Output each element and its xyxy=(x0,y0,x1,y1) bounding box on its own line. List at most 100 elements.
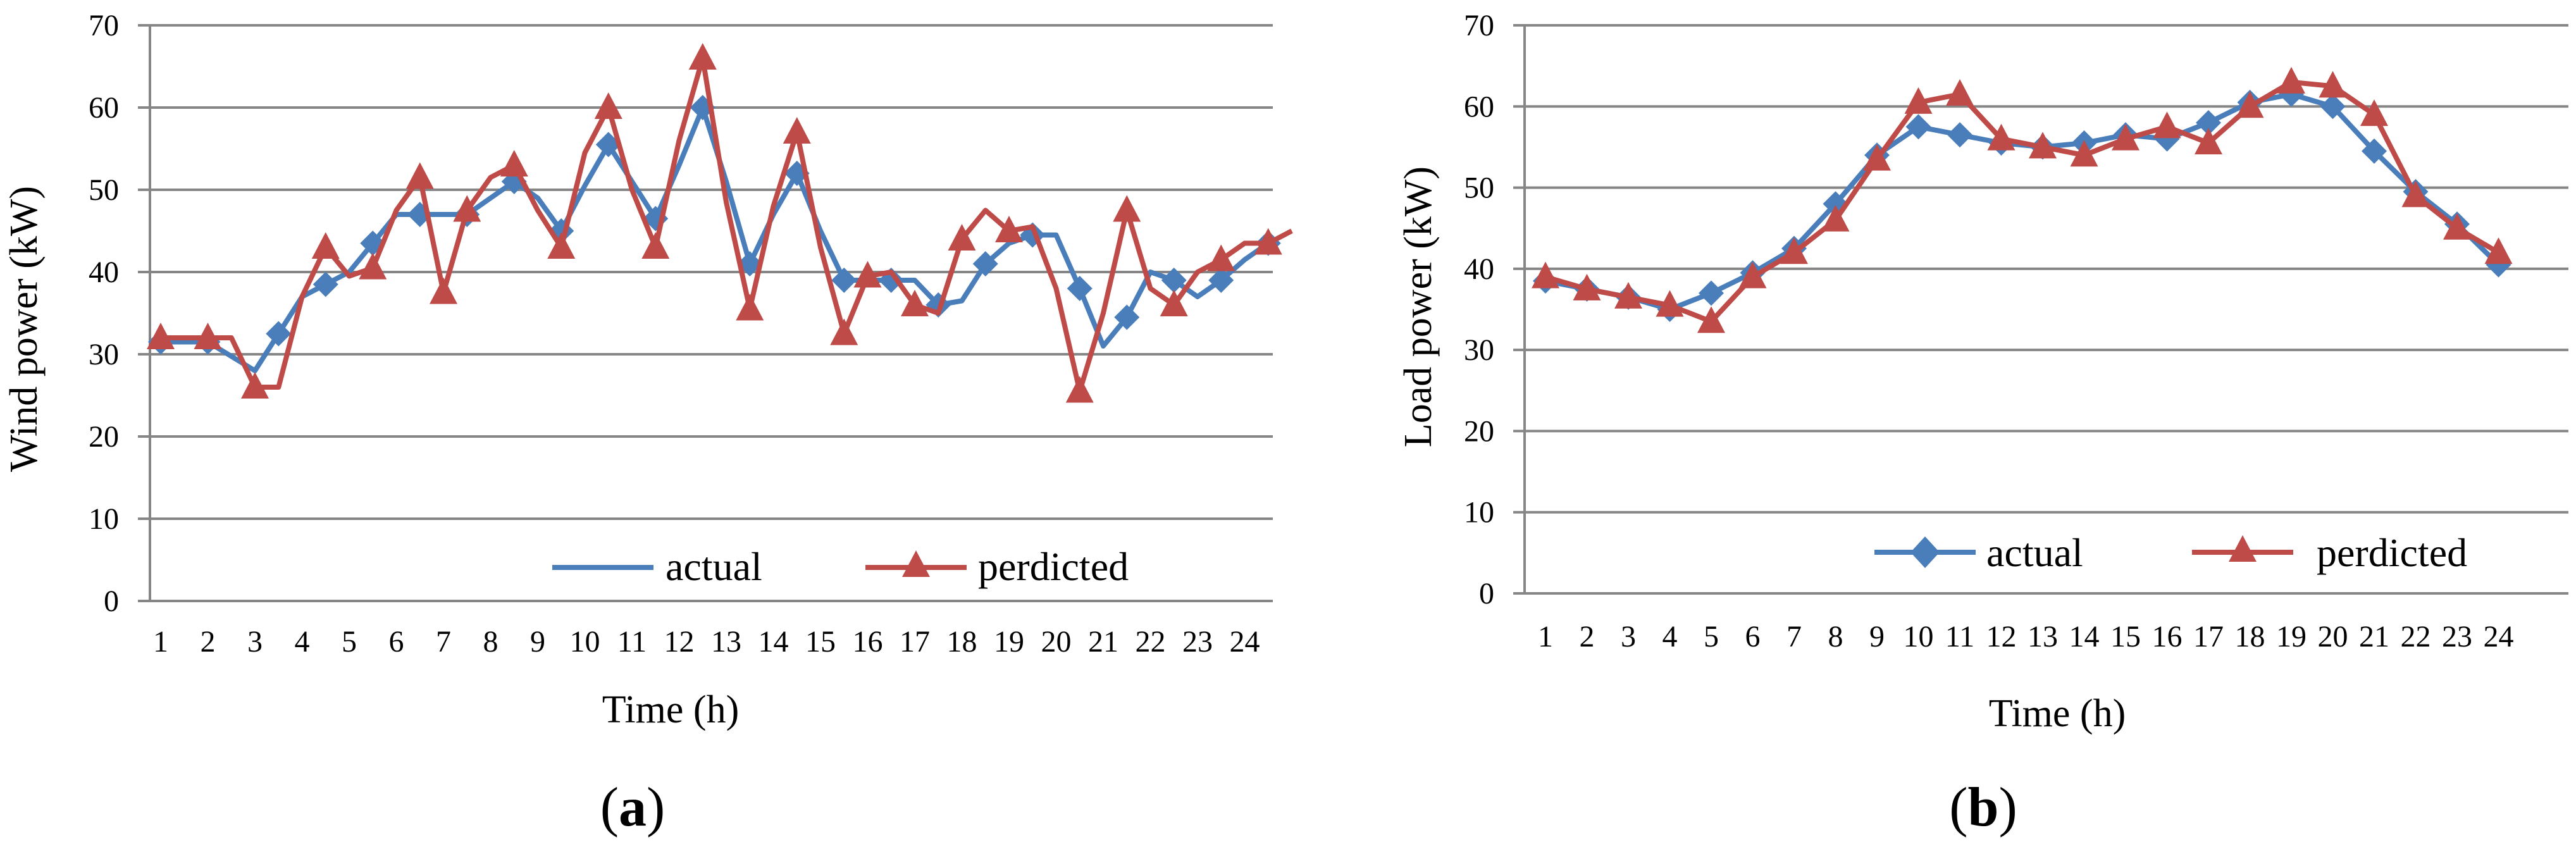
x-tick-label: 4 xyxy=(295,625,310,659)
data-point-perdicted xyxy=(688,43,717,70)
data-point-perdicted xyxy=(406,162,434,189)
x-tick-label: 23 xyxy=(1182,625,1213,659)
data-point-perdicted xyxy=(2443,213,2471,240)
data-point-perdicted xyxy=(594,92,622,119)
x-tick-label: 9 xyxy=(530,625,545,659)
y-tick-label: 30 xyxy=(1464,333,1494,367)
x-tick-label: 23 xyxy=(2442,620,2472,653)
data-point-perdicted xyxy=(1656,290,1684,317)
data-point-perdicted xyxy=(2029,132,2057,159)
data-point-perdicted xyxy=(736,294,764,321)
x-tick-label: 18 xyxy=(947,625,977,659)
x-tick-label: 24 xyxy=(2484,620,2514,653)
data-point-perdicted xyxy=(311,232,340,259)
data-point-perdicted xyxy=(2236,91,2264,118)
x-tick-label: 1 xyxy=(153,625,168,659)
legend: actual perdicted xyxy=(1874,530,2467,575)
x-tick-label: 15 xyxy=(805,625,836,659)
data-point-perdicted xyxy=(2112,123,2139,151)
data-point-perdicted xyxy=(241,372,269,399)
x-tick-label: 1 xyxy=(1538,620,1553,653)
data-point-perdicted xyxy=(1532,261,1559,288)
y-tick-label: 0 xyxy=(104,585,119,618)
x-tick-label: 7 xyxy=(436,625,451,659)
data-point-perdicted xyxy=(948,224,976,251)
data-point-perdicted xyxy=(2277,66,2305,94)
x-tick-label: 12 xyxy=(664,625,695,659)
x-tick-label: 8 xyxy=(483,625,498,659)
data-point-perdicted xyxy=(1987,123,2016,151)
legend-predicted-marker xyxy=(2229,535,2257,562)
data-point-actual xyxy=(1067,276,1093,301)
data-point-perdicted xyxy=(1904,87,1933,114)
legend-actual-marker xyxy=(1910,536,1940,568)
x-tick-label: 5 xyxy=(1704,620,1719,653)
data-point-actual xyxy=(2320,94,2346,120)
data-point-perdicted xyxy=(1113,195,1141,222)
data-point-perdicted xyxy=(783,117,811,144)
y-tick-labels: 0 10 20 30 40 50 60 70 xyxy=(89,9,119,618)
x-tick-label: 2 xyxy=(201,625,216,659)
data-point-actual xyxy=(2196,109,2221,135)
series-line-actual xyxy=(1545,92,2501,312)
x-tick-label: 7 xyxy=(1786,620,1802,653)
x-tick-labels: 1 2 3 4 5 6 7 8 9 10 11 12 13 14 15 16 17 18 19 20 21 22 23 24 xyxy=(1538,620,2514,653)
legend-actual-label: actual xyxy=(666,544,762,589)
data-point-actual xyxy=(1699,280,1724,306)
data-point-perdicted xyxy=(2070,140,2098,167)
data-point-perdicted xyxy=(430,277,457,304)
x-tick-label: 5 xyxy=(342,625,357,659)
x-tick-label: 10 xyxy=(570,625,600,659)
legend: actual perdicted xyxy=(552,544,1129,589)
data-point-perdicted xyxy=(1863,144,1891,171)
data-point-perdicted xyxy=(1573,273,1601,300)
data-point-actual xyxy=(266,321,292,347)
x-tick-label: 21 xyxy=(2359,620,2389,653)
panel-label-b: (b) xyxy=(1949,777,2017,838)
x-tick-labels: 1 2 3 4 5 6 7 8 9 10 11 12 13 14 15 16 17 18 19 20 21 22 23 24 xyxy=(153,625,1260,659)
data-point-perdicted xyxy=(641,232,670,259)
x-tick-label: 13 xyxy=(2028,620,2058,653)
data-point-perdicted xyxy=(194,323,222,349)
data-point-perdicted xyxy=(500,150,528,176)
x-tick-label: 19 xyxy=(994,625,1024,659)
y-tick-label: 10 xyxy=(1464,496,1494,529)
legend-predicted-label: perdicted xyxy=(978,544,1129,589)
x-tick-label: 16 xyxy=(853,625,883,659)
x-tick-label: 3 xyxy=(1621,620,1636,653)
y-tick-label: 40 xyxy=(89,256,119,289)
x-tick-label: 20 xyxy=(2318,620,2348,653)
data-point-perdicted xyxy=(853,261,882,288)
data-point-perdicted xyxy=(547,232,576,259)
data-point-perdicted xyxy=(1254,228,1282,255)
data-point-actual xyxy=(1905,114,1931,140)
y-tick-label: 40 xyxy=(1464,252,1494,286)
data-point-actual xyxy=(1161,268,1187,293)
data-point-actual xyxy=(1208,268,1234,293)
y-tick-label: 20 xyxy=(89,420,119,454)
data-point-perdicted xyxy=(2153,111,2181,139)
data-point-perdicted xyxy=(1738,261,1767,288)
x-axis-title: Time (h) xyxy=(1989,692,2126,735)
data-point-perdicted xyxy=(2195,128,2222,155)
data-point-perdicted xyxy=(901,290,929,316)
y-tick-label: 30 xyxy=(89,338,119,371)
y-tick-labels: 0 10 20 30 40 50 60 70 xyxy=(1464,9,1494,610)
x-tick-label: 3 xyxy=(247,625,263,659)
x-tick-label: 22 xyxy=(2401,620,2431,653)
y-tick-label: 50 xyxy=(1464,171,1494,205)
y-tick-label: 70 xyxy=(1464,9,1494,42)
data-point-actual xyxy=(313,271,338,297)
data-point-perdicted xyxy=(2401,180,2430,207)
data-point-perdicted xyxy=(147,323,175,349)
series-lines xyxy=(1532,66,2513,333)
data-point-perdicted xyxy=(1780,237,1808,264)
x-tick-label: 2 xyxy=(1580,620,1595,653)
data-point-perdicted xyxy=(2360,99,2388,127)
x-tick-label: 14 xyxy=(2069,620,2100,653)
x-tick-label: 20 xyxy=(1041,625,1072,659)
data-point-perdicted xyxy=(2484,237,2513,264)
